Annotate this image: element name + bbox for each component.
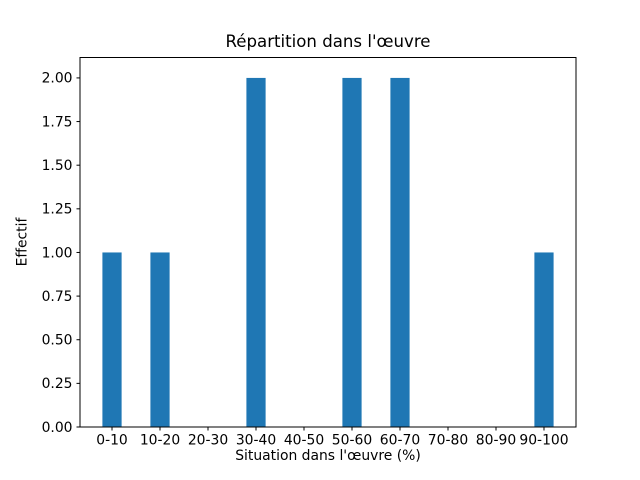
- y-tick-label: 1.75: [42, 114, 73, 130]
- x-tick-label: 50-60: [332, 433, 372, 449]
- y-tick-label: 0.50: [42, 333, 73, 349]
- y-tick-label: 2.00: [42, 71, 73, 87]
- x-tick-label: 0-10: [96, 433, 128, 449]
- bar-10-20: [150, 252, 170, 427]
- bar-60-70: [390, 77, 410, 428]
- x-axis-label: Situation dans l'œuvre (%): [235, 448, 421, 464]
- x-tick-label: 60-70: [380, 433, 420, 449]
- y-tick-label: 0.00: [42, 420, 73, 436]
- bar-30-40: [246, 77, 266, 428]
- y-tick-label: 0.25: [42, 376, 73, 392]
- bar-50-60: [342, 77, 362, 428]
- bar-0-10: [102, 252, 122, 427]
- chart-title: Répartition dans l'œuvre: [225, 32, 431, 51]
- y-tick-label: 1.00: [42, 245, 73, 261]
- y-tick-label: 1.50: [42, 158, 73, 174]
- bar-90-100: [534, 252, 554, 427]
- plot-border: [79, 57, 577, 428]
- x-tick-label: 20-30: [188, 433, 228, 449]
- y-tick-label: 0.75: [42, 289, 73, 305]
- x-tick-label: 70-80: [428, 433, 468, 449]
- x-tick-label: 90-100: [519, 433, 568, 449]
- x-tick-label: 80-90: [476, 433, 516, 449]
- y-axis-label: Effectif: [14, 217, 31, 267]
- x-tick-label: 40-50: [284, 433, 324, 449]
- x-tick-label: 30-40: [236, 433, 276, 449]
- y-tick-label: 1.25: [42, 202, 73, 218]
- x-tick-label: 10-20: [140, 433, 180, 449]
